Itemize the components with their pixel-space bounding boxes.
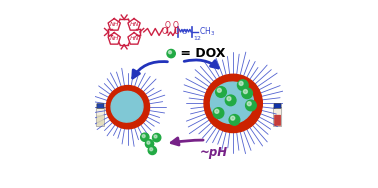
Circle shape — [106, 86, 150, 129]
Circle shape — [216, 87, 226, 97]
Ellipse shape — [111, 91, 143, 122]
Circle shape — [229, 114, 240, 125]
FancyBboxPatch shape — [274, 104, 281, 108]
FancyBboxPatch shape — [97, 104, 104, 108]
Circle shape — [239, 81, 243, 86]
Circle shape — [215, 109, 219, 113]
FancyBboxPatch shape — [273, 108, 282, 127]
Text: HN: HN — [129, 36, 139, 41]
Circle shape — [147, 141, 150, 144]
Text: NH: NH — [110, 23, 119, 27]
Circle shape — [146, 140, 153, 148]
FancyBboxPatch shape — [96, 108, 105, 127]
Circle shape — [242, 88, 253, 99]
Circle shape — [142, 135, 145, 138]
FancyBboxPatch shape — [274, 115, 281, 126]
Circle shape — [246, 100, 256, 111]
Text: O: O — [162, 27, 167, 36]
Circle shape — [227, 97, 231, 101]
Circle shape — [237, 80, 248, 90]
Circle shape — [243, 89, 248, 94]
Text: O: O — [174, 27, 180, 36]
Circle shape — [141, 133, 149, 141]
Text: NH: NH — [110, 36, 119, 41]
Ellipse shape — [211, 82, 254, 124]
Circle shape — [153, 133, 161, 142]
Text: ~pH: ~pH — [199, 146, 228, 159]
Circle shape — [154, 135, 157, 138]
Circle shape — [247, 102, 251, 106]
FancyBboxPatch shape — [97, 115, 104, 126]
Text: O: O — [172, 21, 178, 30]
Circle shape — [148, 146, 156, 155]
Text: O: O — [164, 21, 170, 30]
Circle shape — [150, 148, 153, 151]
Text: = DOX: = DOX — [176, 47, 226, 60]
Circle shape — [167, 49, 175, 58]
Circle shape — [231, 116, 235, 120]
Text: O: O — [182, 29, 187, 35]
Circle shape — [169, 51, 172, 54]
Text: $\mathdefault{CH_3}$: $\mathdefault{CH_3}$ — [199, 26, 215, 38]
Circle shape — [225, 95, 236, 106]
Text: 12: 12 — [193, 36, 201, 41]
Circle shape — [213, 108, 224, 118]
Circle shape — [204, 74, 262, 133]
Circle shape — [217, 88, 222, 92]
Text: HN: HN — [129, 23, 139, 27]
